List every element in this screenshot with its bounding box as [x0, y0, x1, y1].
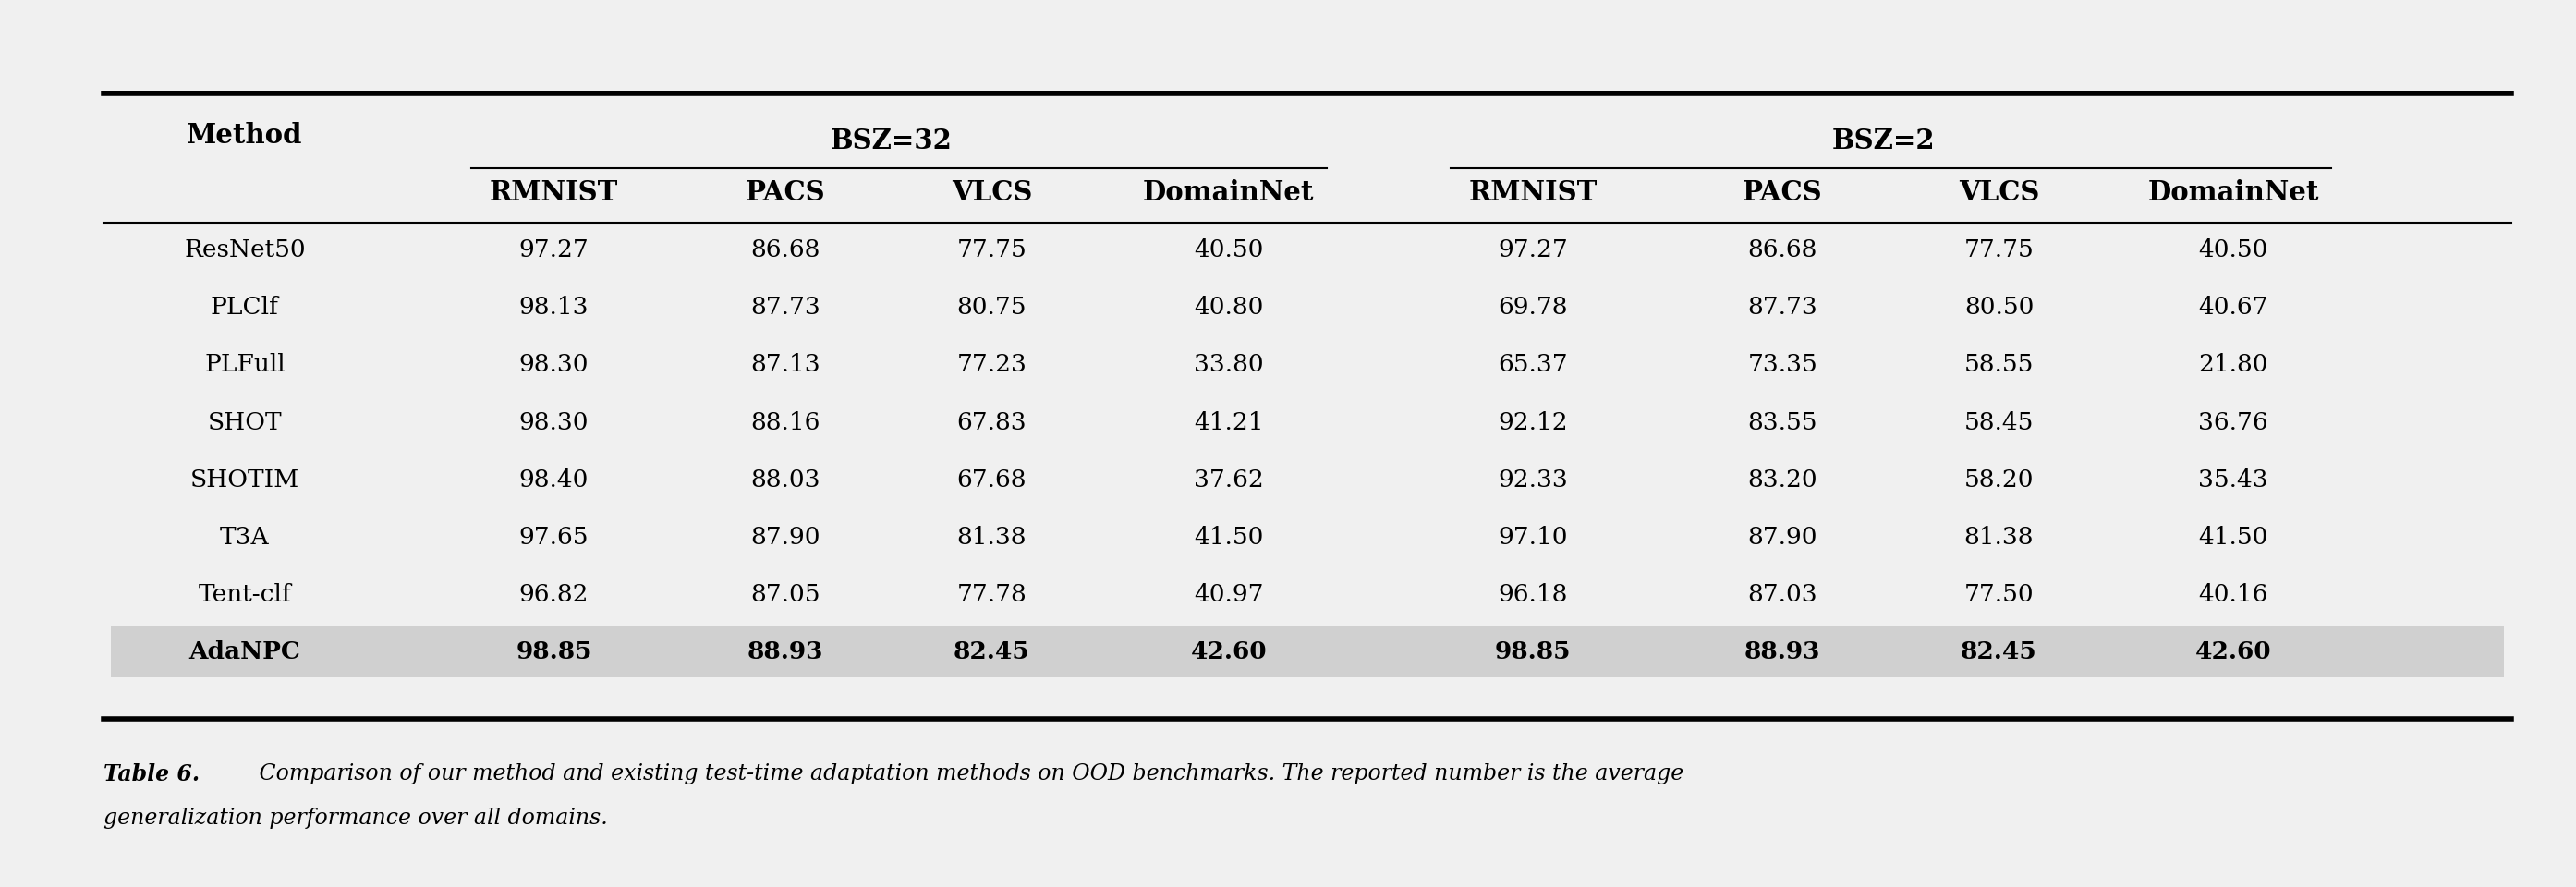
- Text: 83.20: 83.20: [1747, 468, 1819, 491]
- Text: PACS: PACS: [744, 179, 827, 206]
- Text: 77.75: 77.75: [1963, 239, 2035, 262]
- Text: SHOT: SHOT: [209, 411, 281, 434]
- Text: 36.76: 36.76: [2197, 411, 2269, 434]
- Text: VLCS: VLCS: [1958, 179, 2040, 206]
- Text: 92.12: 92.12: [1497, 411, 1569, 434]
- Text: 88.93: 88.93: [747, 640, 824, 663]
- Text: 87.90: 87.90: [1747, 526, 1819, 549]
- Text: 97.10: 97.10: [1497, 526, 1569, 549]
- Text: DomainNet: DomainNet: [1144, 179, 1314, 206]
- Text: 40.80: 40.80: [1193, 296, 1265, 319]
- Text: ResNet50: ResNet50: [183, 239, 307, 262]
- Text: generalization performance over all domains.: generalization performance over all doma…: [103, 807, 608, 828]
- Text: 80.50: 80.50: [1963, 296, 2035, 319]
- Text: 87.73: 87.73: [1747, 296, 1819, 319]
- Text: 69.78: 69.78: [1497, 296, 1569, 319]
- Text: 87.13: 87.13: [750, 353, 822, 376]
- Text: 98.30: 98.30: [518, 353, 590, 376]
- Text: 73.35: 73.35: [1747, 353, 1819, 376]
- Text: 77.23: 77.23: [956, 353, 1028, 376]
- Text: BSZ=2: BSZ=2: [1832, 128, 1935, 154]
- Text: PACS: PACS: [1741, 179, 1824, 206]
- Text: 92.33: 92.33: [1497, 468, 1569, 491]
- Text: AdaNPC: AdaNPC: [188, 640, 301, 663]
- Text: RMNIST: RMNIST: [1468, 179, 1597, 206]
- Text: 58.20: 58.20: [1963, 468, 2035, 491]
- Text: 81.38: 81.38: [1963, 526, 2035, 549]
- Text: SHOTIM: SHOTIM: [191, 468, 299, 491]
- Text: 87.73: 87.73: [750, 296, 822, 319]
- Text: Tent-clf: Tent-clf: [198, 583, 291, 606]
- Text: 42.60: 42.60: [2195, 640, 2272, 663]
- Text: 96.82: 96.82: [518, 583, 590, 606]
- Text: 98.30: 98.30: [518, 411, 590, 434]
- Bar: [111, 627, 2504, 678]
- Text: 41.21: 41.21: [1193, 411, 1265, 434]
- Text: 83.55: 83.55: [1747, 411, 1819, 434]
- Text: 77.75: 77.75: [956, 239, 1028, 262]
- Text: 98.13: 98.13: [518, 296, 590, 319]
- Text: 81.38: 81.38: [956, 526, 1028, 549]
- Text: 86.68: 86.68: [750, 239, 822, 262]
- Text: RMNIST: RMNIST: [489, 179, 618, 206]
- Text: 65.37: 65.37: [1497, 353, 1569, 376]
- Text: 77.50: 77.50: [1963, 583, 2035, 606]
- Text: 42.60: 42.60: [1190, 640, 1267, 663]
- Text: 97.27: 97.27: [1497, 239, 1569, 262]
- Text: 67.83: 67.83: [956, 411, 1028, 434]
- Text: 88.93: 88.93: [1744, 640, 1821, 663]
- Text: 40.16: 40.16: [2197, 583, 2269, 606]
- Text: 58.45: 58.45: [1963, 411, 2035, 434]
- Text: 40.50: 40.50: [1193, 239, 1265, 262]
- Text: 98.40: 98.40: [518, 468, 590, 491]
- Text: VLCS: VLCS: [951, 179, 1033, 206]
- Text: 88.03: 88.03: [750, 468, 822, 491]
- Text: 40.97: 40.97: [1193, 583, 1265, 606]
- Text: BSZ=32: BSZ=32: [829, 128, 953, 154]
- Text: 37.62: 37.62: [1193, 468, 1265, 491]
- Text: 35.43: 35.43: [2197, 468, 2269, 491]
- Text: 77.78: 77.78: [956, 583, 1028, 606]
- Text: 58.55: 58.55: [1963, 353, 2035, 376]
- Text: T3A: T3A: [219, 526, 270, 549]
- Text: 98.85: 98.85: [515, 640, 592, 663]
- Text: 33.80: 33.80: [1193, 353, 1265, 376]
- Text: 40.67: 40.67: [2197, 296, 2269, 319]
- Text: 97.65: 97.65: [518, 526, 590, 549]
- Text: Method: Method: [188, 122, 301, 148]
- Text: 40.50: 40.50: [2197, 239, 2269, 262]
- Text: PLClf: PLClf: [211, 296, 278, 319]
- Text: 88.16: 88.16: [750, 411, 822, 434]
- Text: DomainNet: DomainNet: [2148, 179, 2318, 206]
- Text: 97.27: 97.27: [518, 239, 590, 262]
- Text: 41.50: 41.50: [2197, 526, 2269, 549]
- Text: 41.50: 41.50: [1193, 526, 1265, 549]
- Text: PLFull: PLFull: [204, 353, 286, 376]
- Text: 82.45: 82.45: [953, 640, 1030, 663]
- Text: 87.03: 87.03: [1747, 583, 1819, 606]
- Text: 82.45: 82.45: [1960, 640, 2038, 663]
- Text: 96.18: 96.18: [1497, 583, 1569, 606]
- Text: 80.75: 80.75: [956, 296, 1028, 319]
- Text: 86.68: 86.68: [1747, 239, 1819, 262]
- Text: 87.05: 87.05: [750, 583, 822, 606]
- Text: 67.68: 67.68: [956, 468, 1028, 491]
- Text: 98.85: 98.85: [1494, 640, 1571, 663]
- Text: Comparison of our method and existing test-time adaptation methods on OOD benchm: Comparison of our method and existing te…: [252, 763, 1685, 784]
- Text: 87.90: 87.90: [750, 526, 822, 549]
- Text: 21.80: 21.80: [2197, 353, 2269, 376]
- Text: Table 6.: Table 6.: [103, 763, 198, 785]
